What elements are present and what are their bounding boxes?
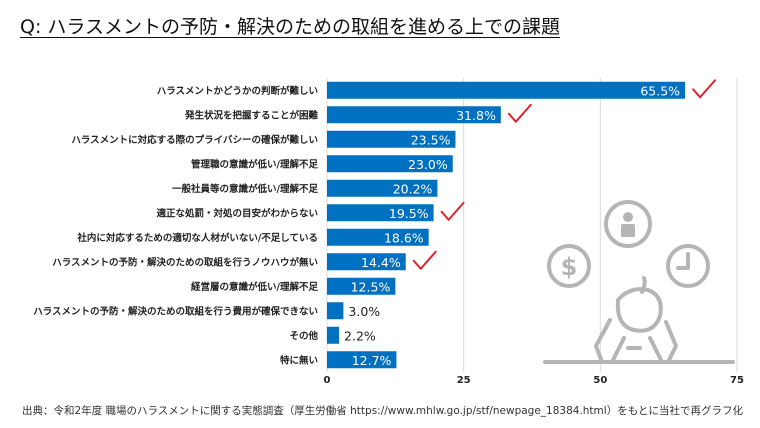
source-note: 出典：令和2年度 職場のハラスメントに関する実態調査（厚生労働省 https:/…: [22, 405, 743, 417]
value-labels: 65.5% 31.8% 23.5% 23.0% 20.2% 19.5% 18.6% 14.4%…: [344, 83, 680, 368]
check-mark: [507, 103, 532, 123]
x-tick-label: 0: [324, 375, 331, 386]
category-label: ハラスメントに対応する際のプライバシーの確保が難しい: [71, 134, 318, 146]
bar: [327, 155, 453, 173]
value-label: 31.8%: [456, 108, 496, 123]
harassment-illustration: $: [543, 200, 735, 364]
category-labels: ハラスメントかどうかの判断が難しい発生状況を把握することが困難ハラスメントに対応…: [33, 85, 318, 367]
check-marks: [412, 79, 717, 270]
category-label: 適正な処罰・対処の目安がわからない: [156, 207, 318, 219]
category-label: 一般社員等の意識が低い/理解不足: [172, 183, 318, 195]
bar: [327, 253, 406, 271]
category-label: 経営層の意識が低い/理解不足: [191, 281, 318, 293]
dollar-coin-icon: $: [547, 244, 591, 288]
value-label: 3.0%: [348, 304, 380, 319]
bar: [327, 351, 397, 369]
category-label: その他: [289, 330, 318, 342]
bar: [327, 130, 456, 148]
bar: [327, 204, 434, 222]
value-label: 14.4%: [361, 255, 401, 270]
category-label: ハラスメントの予防・解決のための取組を行う費用が確保できない: [33, 305, 318, 317]
x-tick-label: 25: [457, 375, 471, 386]
stressed-person-icon: [543, 276, 735, 364]
bar: [327, 179, 438, 197]
x-tick-label: 50: [593, 375, 607, 386]
check-mark: [440, 201, 465, 221]
x-tick-label: 75: [730, 375, 744, 386]
clock-icon: [666, 244, 710, 288]
bar: [327, 277, 396, 295]
category-label: 特に無い: [280, 354, 318, 366]
svg-text:$: $: [561, 253, 578, 281]
value-label: 2.2%: [344, 328, 376, 343]
category-label: 発生状況を把握することが困難: [184, 109, 319, 121]
bars: [327, 81, 686, 369]
value-label: 19.5%: [389, 206, 429, 221]
category-label: 社内に対応するための適切な人材がいない/不足している: [76, 232, 318, 244]
category-label: 管理職の意識が低い/理解不足: [191, 158, 318, 170]
person-icon: [604, 200, 652, 248]
page-title: Q: ハラスメントの予防・解決のための取組を進める上での課題: [20, 16, 561, 38]
bar: [327, 106, 501, 124]
bar: [327, 81, 686, 99]
bar: [327, 302, 344, 320]
category-label: ハラスメントかどうかの判断が難しい: [157, 85, 318, 97]
value-label: 65.5%: [640, 83, 680, 98]
value-label: 23.5%: [411, 132, 451, 147]
value-label: 23.0%: [408, 157, 448, 172]
bar: [327, 228, 429, 246]
value-label: 12.5%: [351, 279, 391, 294]
value-label: 18.6%: [384, 230, 424, 245]
check-mark: [412, 250, 437, 270]
gridlines: [326, 78, 738, 372]
check-mark: [692, 79, 717, 99]
value-label: 12.7%: [352, 353, 392, 368]
category-label: ハラスメントの予防・解決のための取組を行うノウハウが無い: [52, 256, 318, 268]
bar: [327, 326, 340, 344]
x-axis-tick-labels: 0 25 50 75: [324, 375, 744, 386]
value-label: 20.2%: [393, 181, 433, 196]
